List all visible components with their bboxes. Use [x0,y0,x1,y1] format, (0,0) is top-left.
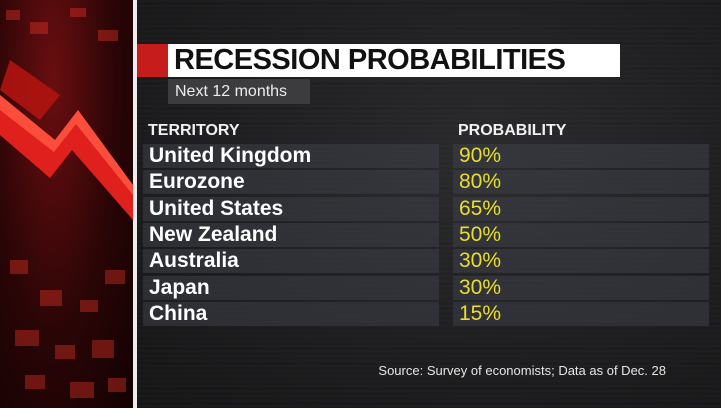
territory-name: United States [149,197,284,220]
territory-name: China [149,302,208,325]
column-header-territory: TERRITORY [148,122,240,139]
column-header-probability: PROBABILITY [458,122,567,139]
territory-cell-bg [143,302,439,326]
title-background [168,44,620,77]
probability-cell-bg [453,302,709,326]
probability-cell-bg [453,170,709,194]
red-downward-arrow-icon [0,8,133,398]
probability-cell-bg [453,144,709,168]
probability-cell-bg [453,197,709,221]
probability-value: 15% [459,302,502,325]
probability-value: 30% [459,276,502,299]
territory-cell-bg [143,223,439,247]
decorative-red-arrow-graphic [0,0,133,408]
probability-value: 50% [459,223,502,246]
territory-name: United Kingdom [149,144,312,167]
territory-cell-bg [143,276,439,300]
title-accent-bar [137,44,168,77]
territory-cell-bg [143,197,439,221]
territory-name: Japan [149,276,210,299]
territory-name: Eurozone [149,170,245,193]
probability-value: 90% [459,144,502,167]
vertical-divider [133,0,137,408]
probability-cell-bg [453,223,709,247]
territory-cell-bg [143,249,439,273]
chart-subtitle: Next 12 months [175,83,288,100]
probability-cell-bg [453,249,709,273]
probability-value: 80% [459,170,502,193]
territory-cell-bg [143,144,439,168]
probability-value: 30% [459,249,502,272]
chart-title: RECESSION PROBABILITIES [174,44,566,76]
territory-name: Australia [149,249,239,272]
territory-cell-bg [143,170,439,194]
subtitle-background [168,79,310,104]
probability-cell-bg [453,276,709,300]
probability-value: 65% [459,197,502,220]
territory-name: New Zealand [149,223,278,246]
source-note: Source: Survey of economists; Data as of… [378,363,666,378]
